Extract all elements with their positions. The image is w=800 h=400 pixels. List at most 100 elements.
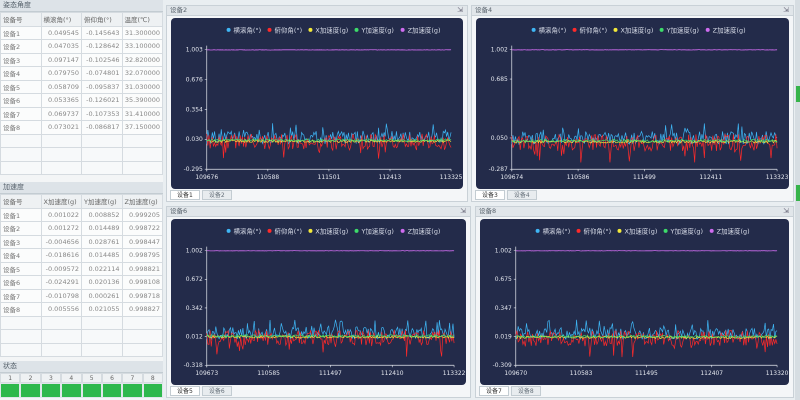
panel-tab[interactable]: 设备1 [170,190,200,200]
table-row[interactable]: 设备8 0.005556 0.021055 0.998827 [0,302,163,317]
table-row[interactable]: 设备6 0.053365 -0.126021 35.390000 [0,93,163,108]
table-row[interactable]: 设备7 -0.010798 0.000261 0.998718 [0,288,163,303]
legend-label: X加速度(g) [315,25,348,34]
chart-plot: 横滚角(°) 俯仰角(°) X加速度(g) Y加速度(g) Z加速度(g) 1.002 0.… [480,219,789,385]
legend-label: Y加速度(g) [670,226,703,235]
legend-item: Y加速度(g) [659,25,699,34]
table-row[interactable]: 设备2 0.001272 0.014489 0.998722 [0,221,163,236]
angle-table: 设备号 横滚角(°) 俯仰角(°) 温度(℃) 设备1 0.049545 -0.14564… [0,12,163,175]
table-cell: 设备6 [0,275,42,290]
pin-icon[interactable]: ⇲ [783,207,789,215]
table-row[interactable]: 设备7 0.069737 -0.107353 31.410000 [0,106,163,121]
pin-icon[interactable]: ⇲ [460,207,466,215]
legend-label: Z加速度(g) [408,25,441,34]
legend-label: 俯仰角(°) [580,25,608,34]
panel-tab[interactable]: 设备7 [479,386,509,396]
table-cell: 0.022114 [81,261,123,276]
empty-row [0,147,163,162]
x-tick-label: 112411 [699,174,722,181]
status-label: 8 [142,373,163,383]
table-cell: -0.018616 [40,248,82,263]
legend-swatch [531,27,536,32]
table-cell: 0.998108 [121,275,163,290]
legend-item: 俯仰角(°) [267,226,302,235]
table-row[interactable]: 设备1 0.049545 -0.145643 31.300000 [0,25,163,40]
table-cell: -0.074801 [81,66,123,81]
chart-plot: 横滚角(°) 俯仰角(°) X加速度(g) Y加速度(g) Z加速度(g) 1.003 0.… [171,18,463,189]
table-cell: -0.126021 [81,93,123,108]
x-tick-label: 111501 [318,174,341,181]
table-row[interactable]: 设备3 -0.004656 0.028761 0.998447 [0,234,163,249]
x-tick-label: 110588 [256,174,279,181]
legend-label: 横滚角(°) [234,226,262,235]
table-row[interactable]: 设备5 -0.009572 0.022114 0.998821 [0,261,163,276]
status-led [20,383,41,398]
x-tick-label: 109674 [500,174,523,181]
status-section-title: 状态 [0,361,163,373]
y-tick-label: -0.318 [184,362,203,369]
panel-tab[interactable]: 设备3 [475,190,505,200]
legend-label: 横滚角(°) [539,25,567,34]
status-label: 5 [81,373,102,383]
table-row[interactable]: 设备3 0.097147 -0.102546 32.820000 [0,52,163,67]
empty-cell [40,315,82,330]
table-row[interactable]: 设备6 -0.024291 0.020136 0.998108 [0,275,163,290]
legend-swatch [659,27,664,32]
status-led [0,383,21,398]
legend-item: X加速度(g) [308,25,348,34]
y-tick-label: 1.002 [491,47,508,54]
table-cell: 0.998795 [121,248,163,263]
table-cell: -0.086817 [81,120,123,135]
x-tick-label: 109670 [504,370,527,377]
panel-tab[interactable]: 设备8 [510,386,541,396]
empty-cell [40,147,82,162]
empty-cell [0,160,42,175]
panel-tab[interactable]: 设备6 [201,386,232,396]
legend-swatch [308,27,313,32]
chart-plot: 横滚角(°) 俯仰角(°) X加速度(g) Y加速度(g) Z加速度(g) 1.002 0.… [476,18,789,189]
empty-cell [121,329,163,344]
y-tick-label: -0.287 [489,166,508,173]
series-line [206,329,455,357]
y-tick-label: 0.672 [186,276,203,283]
series-line [511,133,778,163]
x-tick-label: 109676 [195,174,218,181]
panel-tab[interactable]: 设备5 [170,386,200,396]
panel-title: 设备6 [170,207,188,215]
table-cell: -0.024291 [40,275,82,290]
panel-tab[interactable]: 设备2 [201,190,232,200]
series-line [515,335,778,340]
table-cell: 0.014485 [81,248,123,263]
legend-swatch [267,27,272,32]
table-cell: 0.998722 [121,221,163,236]
table-cell: -0.145643 [81,25,123,40]
y-tick-label: 1.002 [186,248,203,255]
empty-row [0,329,163,344]
legend-label: X加速度(g) [620,25,653,34]
pin-icon[interactable]: ⇲ [783,6,789,14]
table-cell: 0.079750 [40,66,82,81]
legend-label: Y加速度(g) [361,226,394,235]
panel-tab[interactable]: 设备4 [506,190,537,200]
legend-swatch [400,27,405,32]
legend-swatch [535,228,540,233]
table-row[interactable]: 设备1 0.001022 0.008852 0.999205 [0,207,163,222]
pin-icon[interactable]: ⇲ [457,6,463,14]
table-cell: 32.820000 [121,52,163,67]
table-row[interactable]: 设备4 -0.018616 0.014485 0.998795 [0,248,163,263]
legend-swatch [308,228,313,233]
table-row[interactable]: 设备4 0.079750 -0.074801 32.070000 [0,66,163,81]
table-cell: 0.097147 [40,52,82,67]
empty-cell [121,147,163,162]
empty-row [0,133,163,148]
series-line [511,138,778,143]
empty-row [0,342,163,357]
table-row[interactable]: 设备5 0.058709 -0.095837 31.030000 [0,79,163,94]
status-label: 3 [40,373,62,383]
table-row[interactable]: 设备2 0.047035 -0.128642 33.100000 [0,39,163,54]
table-cell: -0.095837 [81,79,123,94]
y-tick-label: -0.295 [184,166,203,173]
table-row[interactable]: 设备8 0.073021 -0.086817 37.150000 [0,120,163,135]
y-tick-label: 0.030 [186,136,203,143]
table-cell: 设备6 [0,93,42,108]
